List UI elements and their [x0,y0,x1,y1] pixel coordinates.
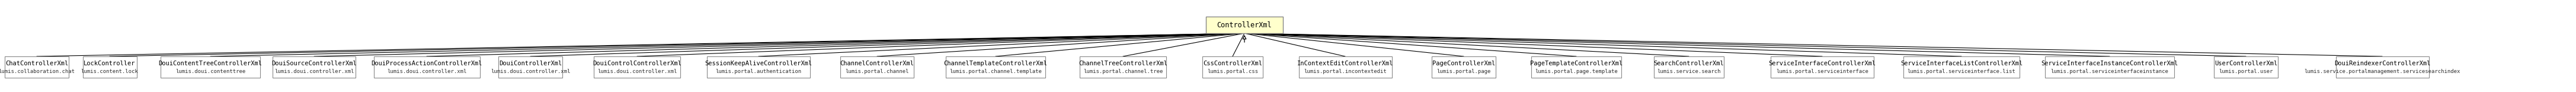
Text: ChannelControllerXml: ChannelControllerXml [840,60,914,66]
Text: ChannelTreeControllerXml: ChannelTreeControllerXml [1079,60,1167,66]
Bar [273,56,355,78]
Text: lumis.portal.channel.template: lumis.portal.channel.template [951,69,1041,74]
Bar [1530,56,1620,78]
Bar [160,56,260,78]
Text: lumis.portal.serviceinterface.list: lumis.portal.serviceinterface.list [1906,69,2014,74]
Bar [2045,56,2174,78]
Bar [82,56,137,78]
Text: ChatControllerXml: ChatControllerXml [5,60,67,66]
Text: CssControllerXml: CssControllerXml [1203,60,1262,66]
Text: lumis.portal.page.template: lumis.portal.page.template [1535,69,1618,74]
Bar [2215,56,2277,78]
Text: lumis.doui.contenttree: lumis.doui.contenttree [175,69,245,74]
Text: PageTemplateControllerXml: PageTemplateControllerXml [1530,60,1623,66]
Text: ControllerXml: ControllerXml [1216,21,1273,29]
Bar [1206,17,1283,33]
Bar [5,56,70,78]
Text: lumis.doui.controller.xml: lumis.doui.controller.xml [598,69,677,74]
Bar [2336,56,2429,78]
Text: LockController: LockController [82,60,137,66]
Text: DouiProcessActionControllerXml: DouiProcessActionControllerXml [371,60,482,66]
Bar [1203,56,1262,78]
Text: lumis.service.portalmanagement.servicesearchindex: lumis.service.portalmanagement.servicese… [2303,69,2460,74]
Text: lumis.portal.channel.tree: lumis.portal.channel.tree [1082,69,1162,74]
Text: SearchControllerXml: SearchControllerXml [1654,60,1723,66]
Text: lumis.portal.channel: lumis.portal.channel [845,69,909,74]
Text: lumis.portal.incontextedit: lumis.portal.incontextedit [1303,69,1386,74]
Bar [706,56,809,78]
Text: DouiContentTreeControllerXml: DouiContentTreeControllerXml [160,60,263,66]
Text: lumis.portal.authentication: lumis.portal.authentication [716,69,801,74]
Text: lumis.portal.css: lumis.portal.css [1208,69,1257,74]
Text: lumis.portal.serviceinterface: lumis.portal.serviceinterface [1775,69,1868,74]
Text: DouiControlControllerXml: DouiControlControllerXml [592,60,683,66]
Text: lumis.doui.controller.xml: lumis.doui.controller.xml [386,69,466,74]
Text: lumis.service.search: lumis.service.search [1656,69,1721,74]
Text: DouiControllerXml: DouiControllerXml [500,60,562,66]
Bar [595,56,680,78]
Text: lumis.doui.controller.xml: lumis.doui.controller.xml [489,69,569,74]
Text: ServiceInterfaceInstanceControllerXml: ServiceInterfaceInstanceControllerXml [2040,60,2179,66]
Text: ChannelTemplateControllerXml: ChannelTemplateControllerXml [943,60,1048,66]
Text: lumis.portal.user: lumis.portal.user [2218,69,2272,74]
Bar [945,56,1046,78]
Text: UserControllerXml: UserControllerXml [2215,60,2277,66]
Text: InContextEditControllerXml: InContextEditControllerXml [1298,60,1394,66]
Bar [374,56,479,78]
Bar [1432,56,1497,78]
Text: ServiceInterfaceControllerXml: ServiceInterfaceControllerXml [1770,60,1875,66]
Bar [500,56,562,78]
Bar [1079,56,1167,78]
Text: lumis.portal.page: lumis.portal.page [1437,69,1492,74]
Bar [1298,56,1391,78]
Text: PageControllerXml: PageControllerXml [1432,60,1494,66]
Text: lumis.doui.controller.xml: lumis.doui.controller.xml [273,69,353,74]
Text: DouiSourceControllerXml: DouiSourceControllerXml [270,60,355,66]
Text: SessionKeepAliveControllerXml: SessionKeepAliveControllerXml [706,60,811,66]
Text: lumis.collaboration.chat: lumis.collaboration.chat [0,69,75,74]
Text: lumis.portal.serviceinterfaceinstance: lumis.portal.serviceinterfaceinstance [2050,69,2169,74]
Text: DouiReindexerControllerXml: DouiReindexerControllerXml [2334,60,2429,66]
Bar [1654,56,1723,78]
Bar [1770,56,1873,78]
Text: ServiceInterfaceListControllerXml: ServiceInterfaceListControllerXml [1901,60,2022,66]
Text: lumis.content.lock: lumis.content.lock [80,69,139,74]
Bar [1904,56,2020,78]
Bar [840,56,914,78]
